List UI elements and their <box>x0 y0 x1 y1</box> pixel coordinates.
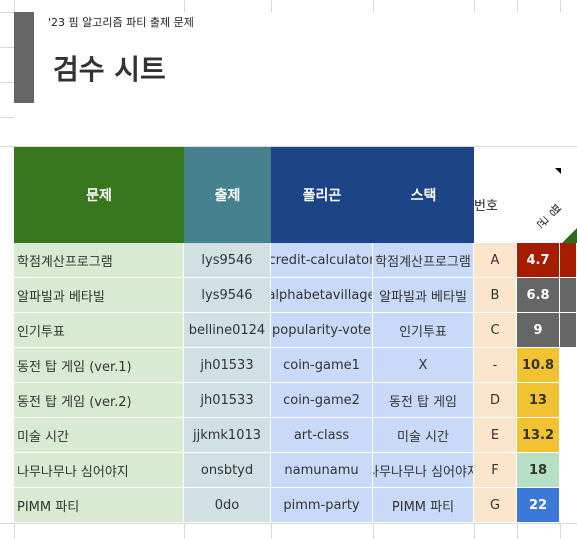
table-cell-number[interactable]: B <box>474 278 517 313</box>
table-cell-author[interactable]: belline0124 <box>184 313 271 348</box>
table-cell-author[interactable]: onsbtyd <box>184 453 271 488</box>
table-cell-difficulty[interactable]: 6.8 <box>517 278 560 313</box>
header-stack[interactable]: 스택 <box>373 147 474 243</box>
header-problem-label: 문제 <box>86 188 112 204</box>
table-cell-problem[interactable]: 동전 탑 게임 (ver.2) <box>14 383 184 418</box>
table-cell-problem[interactable]: 미술 시간 <box>14 418 184 453</box>
table-cell-author[interactable]: lys9546 <box>184 278 271 313</box>
title-accent-bar <box>14 12 34 103</box>
header-stack-label: 스택 <box>410 188 437 204</box>
table-cell-number[interactable]: C <box>474 313 517 348</box>
sheet-title: 검수 시트 <box>53 53 166 86</box>
header-author-label: 출제 <box>214 188 241 204</box>
table-cell-stack[interactable]: X <box>373 348 474 383</box>
table-cell-polygon[interactable]: art-class <box>271 418 373 453</box>
table-cell-number[interactable]: G <box>474 488 517 523</box>
table-cell-stack[interactable]: 인기투표 <box>373 313 474 348</box>
sheet-header-area <box>14 12 577 146</box>
table-cell-author[interactable]: jjkmk1013 <box>184 418 271 453</box>
table-cell-extra[interactable] <box>560 243 577 278</box>
table-cell-problem[interactable]: 인기투표 <box>14 313 184 348</box>
table-cell-extra[interactable] <box>560 488 577 523</box>
table-cell-polygon[interactable]: popularity-vote <box>271 313 373 348</box>
table-cell-difficulty[interactable]: 13.2 <box>517 418 560 453</box>
table-cell-number[interactable]: F <box>474 453 517 488</box>
table-cell-difficulty[interactable]: 4.7 <box>517 243 560 278</box>
table-cell-extra[interactable] <box>560 418 577 453</box>
table-cell-problem[interactable]: PIMM 파티 <box>14 488 184 523</box>
header-right-area <box>474 147 577 243</box>
table-cell-polygon[interactable]: pimm-party <box>271 488 373 523</box>
table-cell-stack[interactable]: 나무나무나 심어야지 <box>373 453 474 488</box>
table-cell-number[interactable]: D <box>474 383 517 418</box>
table-cell-polygon[interactable]: namunamu <box>271 453 373 488</box>
table-cell-extra[interactable] <box>560 348 577 383</box>
header-author[interactable]: 출제 <box>184 147 271 243</box>
header-polygon-label: 폴리곤 <box>302 188 342 204</box>
table-cell-number[interactable]: - <box>474 348 517 383</box>
table-cell-problem[interactable]: 동전 탑 게임 (ver.1) <box>14 348 184 383</box>
table-cell-polygon[interactable]: coin-game2 <box>271 383 373 418</box>
green-corner-icon <box>562 228 577 243</box>
table-cell-polygon[interactable]: credit-calculator <box>271 243 373 278</box>
header-number[interactable]: 번호 <box>474 199 498 214</box>
table-cell-difficulty[interactable]: 13 <box>517 383 560 418</box>
table-cell-problem[interactable]: 나무나무나 심어야지 <box>14 453 184 488</box>
table-cell-stack[interactable]: 알파빌과 베타빌 <box>373 278 474 313</box>
table-cell-problem[interactable]: 학점계산프로그램 <box>14 243 184 278</box>
table-cell-difficulty[interactable]: 9 <box>517 313 560 348</box>
table-cell-difficulty[interactable]: 10.8 <box>517 348 560 383</box>
table-cell-stack[interactable]: PIMM 파티 <box>373 488 474 523</box>
table-cell-number[interactable]: A <box>474 243 517 278</box>
header-problem[interactable]: 문제 <box>14 147 184 243</box>
table-cell-polygon[interactable]: coin-game1 <box>271 348 373 383</box>
table-cell-author[interactable]: 0do <box>184 488 271 523</box>
table-cell-number[interactable]: E <box>474 418 517 453</box>
table-cell-extra[interactable] <box>560 313 577 348</box>
table-cell-difficulty[interactable]: 22 <box>517 488 560 523</box>
table-cell-stack[interactable]: 미술 시간 <box>373 418 474 453</box>
table-cell-author[interactable]: jh01533 <box>184 348 271 383</box>
table-cell-author[interactable]: lys9546 <box>184 243 271 278</box>
table-cell-problem[interactable]: 알파빌과 베타빌 <box>14 278 184 313</box>
header-polygon[interactable]: 폴리곤 <box>271 147 373 243</box>
filter-triangle-icon <box>555 168 561 174</box>
table-cell-stack[interactable]: 동전 탑 게임 <box>373 383 474 418</box>
table-cell-extra[interactable] <box>560 453 577 488</box>
sheet-subtitle: '23 핌 알고리즘 파티 출제 문제 <box>48 16 194 29</box>
table-cell-extra[interactable] <box>560 278 577 313</box>
table-cell-author[interactable]: jh01533 <box>184 383 271 418</box>
table-cell-extra[interactable] <box>560 383 577 418</box>
table-cell-difficulty[interactable]: 18 <box>517 453 560 488</box>
table-cell-polygon[interactable]: alphabetavillage <box>271 278 373 313</box>
table-cell-stack[interactable]: 학점계산프로그램 <box>373 243 474 278</box>
